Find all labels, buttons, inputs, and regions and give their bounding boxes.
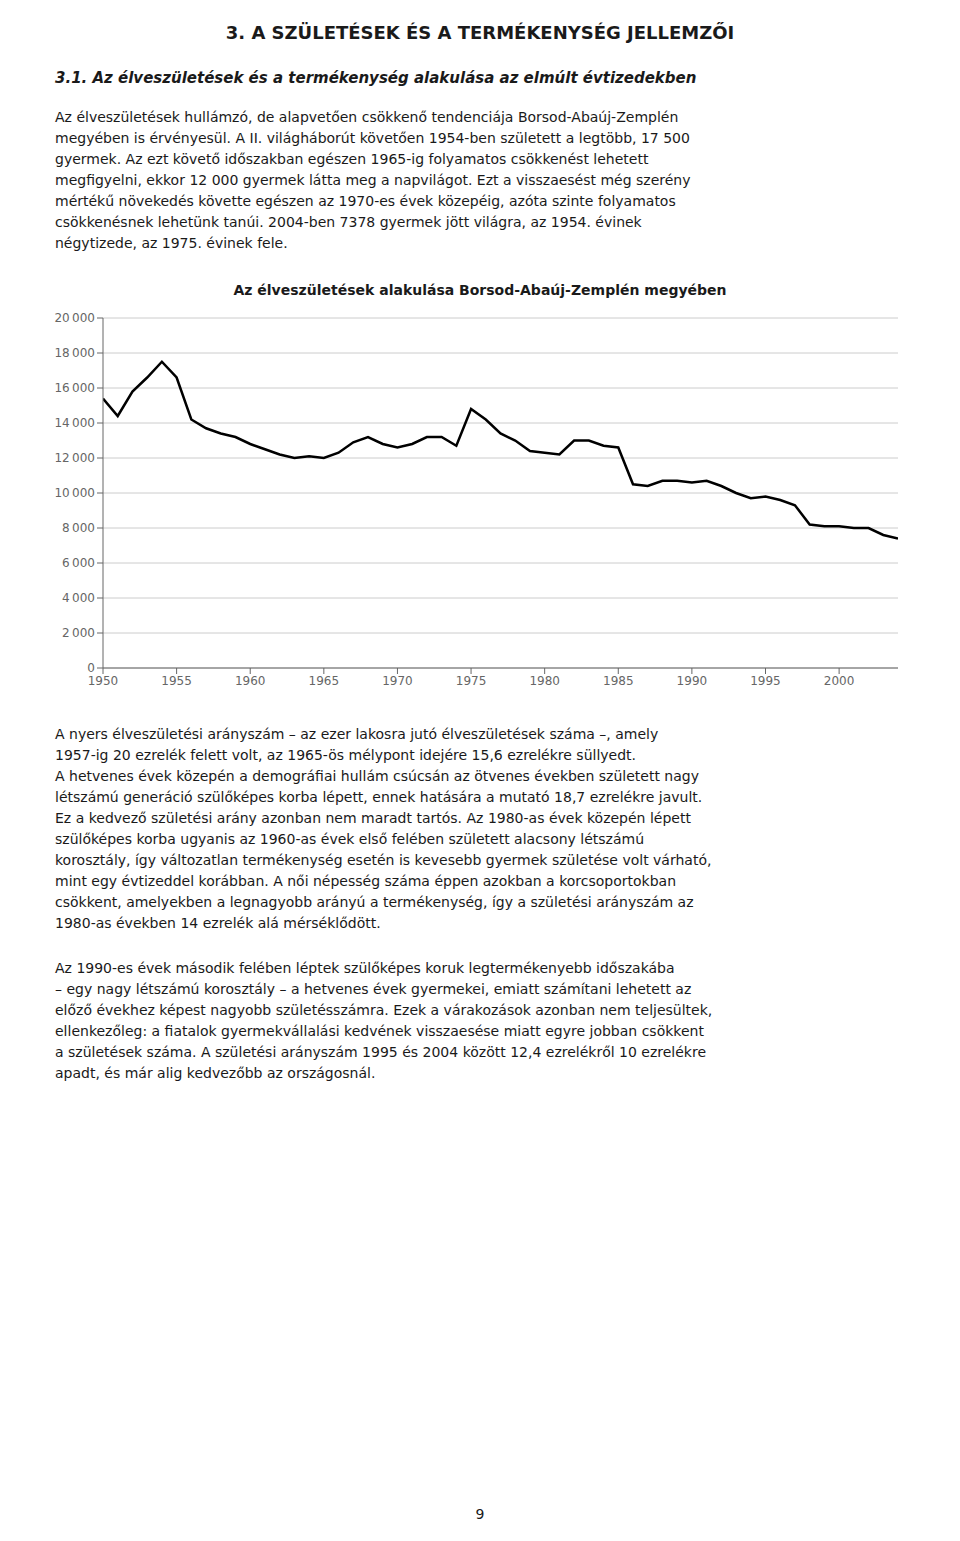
svg-text:8 000: 8 000 (62, 521, 95, 535)
html-text:csökkenésnek lehetünk tanúi. 2: csökkenésnek lehetünk tanúi. 2004-ben 73… (55, 214, 642, 230)
svg-text:2 000: 2 000 (62, 626, 95, 640)
html-text:9: 9 (475, 1506, 485, 1522)
html-text:Az 1990-es évek második felébe: Az 1990-es évek második felében léptek s… (55, 960, 675, 976)
html-text:1980-as években 14 ezrelék alá: 1980-as években 14 ezrelék alá mérséklőd… (55, 915, 381, 931)
html-text:előző évekhez képest nagyobb s: előző évekhez képest nagyobb születésszá… (55, 1002, 713, 1018)
html-text:mértékű növekedés követte egés: mértékű növekedés követte egészen az 197… (55, 193, 676, 209)
html-text:Az élveszületések alakulása Bo: Az élveszületések alakulása Borsod-Abaúj… (233, 282, 727, 298)
html-text:megyében is érvényesül. A II.: megyében is érvényesül. A II. világhábor… (55, 130, 690, 146)
html-text:apadt, és már alig kedvezőbb a: apadt, és már alig kedvezőbb az országos… (55, 1065, 376, 1081)
svg-text:1990: 1990 (677, 674, 708, 688)
svg-text:6 000: 6 000 (62, 556, 95, 570)
svg-text:1955: 1955 (161, 674, 192, 688)
html-text:a születések száma. A születés: a születések száma. A születési arányszá… (55, 1044, 706, 1060)
svg-text:1960: 1960 (235, 674, 266, 688)
html-text:gyermek. Az ezt követő időszak: gyermek. Az ezt követő időszakban egésze… (55, 151, 649, 167)
html-text:Ez a kedvező születési arány a: Ez a kedvező születési arány azonban nem… (55, 810, 691, 826)
html-text:létszámú generáció szülőképes: létszámú generáció szülőképes korba lépe… (55, 789, 703, 805)
svg-text:1965: 1965 (309, 674, 340, 688)
svg-text:10 000: 10 000 (54, 486, 95, 500)
html-text:3.1. Az élveszületések és a te: 3.1. Az élveszületések és a termékenység… (55, 69, 697, 87)
svg-text:1995: 1995 (750, 674, 781, 688)
svg-text:16 000: 16 000 (54, 381, 95, 395)
svg-text:1985: 1985 (603, 674, 634, 688)
svg-text:1975: 1975 (456, 674, 487, 688)
svg-text:1970: 1970 (382, 674, 413, 688)
svg-text:18 000: 18 000 (54, 346, 95, 360)
html-text:Az élveszületések hullámzó, de: Az élveszületések hullámzó, de alapvetőe… (55, 109, 679, 125)
svg-text:20 000: 20 000 (54, 311, 95, 325)
svg-text:1950: 1950 (88, 674, 119, 688)
html-text:korosztály, így változatlan te: korosztály, így változatlan termékenység… (55, 852, 712, 868)
html-text:szülőképes korba ugyanis az 19: szülőképes korba ugyanis az 1960-as évek… (55, 831, 644, 847)
svg-text:1980: 1980 (529, 674, 560, 688)
html-text:3. A SZÜLETÉSEK ÉS A TERMÉKENY: 3. A SZÜLETÉSEK ÉS A TERMÉKENYSÉG JELLEM… (225, 22, 735, 43)
svg-text:14 000: 14 000 (54, 416, 95, 430)
html-text:négytizede, az 1975. évinek fe: négytizede, az 1975. évinek fele. (55, 235, 288, 251)
html-text:mint egy évtizeddel korábban.: mint egy évtizeddel korábban. A női népe… (55, 873, 676, 889)
html-text:megfigyelni, ekkor 12 000 gyer: megfigyelni, ekkor 12 000 gyermek látta … (55, 172, 691, 188)
html-text:– egy nagy létszámú korosztály: – egy nagy létszámú korosztály – a hetve… (55, 981, 692, 997)
svg-text:2000: 2000 (824, 674, 855, 688)
svg-text:4 000: 4 000 (62, 591, 95, 605)
html-text:1957-ig 20 ezrelék felett volt: 1957-ig 20 ezrelék felett volt, az 1965-… (55, 747, 636, 763)
svg-text:0: 0 (87, 661, 95, 675)
html-text:A nyers élveszületési arányszá: A nyers élveszületési arányszám – az eze… (55, 726, 659, 742)
html-text:ellenkezőleg: a fiatalok gyerm: ellenkezőleg: a fiatalok gyermekvállalás… (55, 1023, 704, 1039)
svg-text:12 000: 12 000 (54, 451, 95, 465)
html-text:A hetvenes évek közepén a demo: A hetvenes évek közepén a demográfiai hu… (55, 768, 699, 784)
html-text:csökkent, amelyekben a legnagy: csökkent, amelyekben a legnagyobb arányú… (55, 894, 694, 910)
